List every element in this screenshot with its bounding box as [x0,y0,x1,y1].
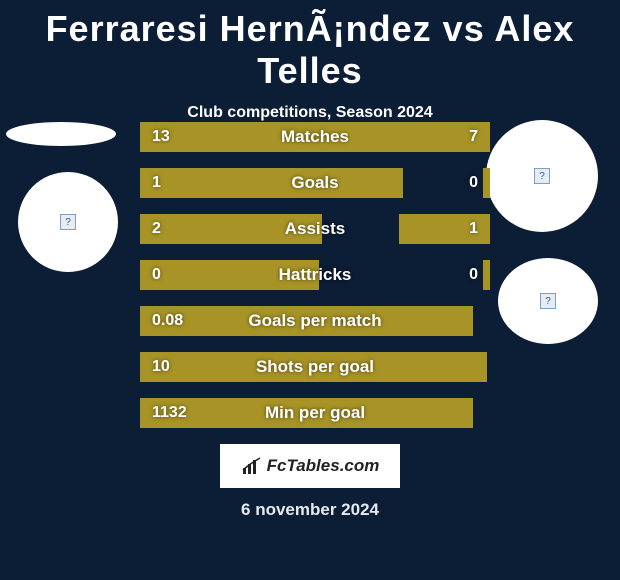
stat-bar: 0.08Goals per match [140,306,490,336]
player-left-badge: ? [18,172,118,272]
bar-label: Min per goal [140,398,490,428]
player-right-badge: ? [498,258,598,344]
image-placeholder-icon: ? [540,293,556,309]
chart-icon [241,456,261,476]
player-right-photo: ? [486,120,598,232]
image-placeholder-icon: ? [534,168,550,184]
bar-label: Goals [140,168,490,198]
brand-logo: FcTables.com [220,444,400,488]
stat-bar: 10Shots per goal [140,352,490,382]
stat-bar: 1132Min per goal [140,398,490,428]
stat-bars: 137Matches 10Goals 21Assists 00Hattricks 0.0… [140,122,490,444]
bar-label: Matches [140,122,490,152]
image-placeholder-icon: ? [60,214,76,230]
bar-label: Shots per goal [140,352,490,382]
stat-bar: 137Matches [140,122,490,152]
player-left-photo-top [6,122,116,146]
stat-bar: 21Assists [140,214,490,244]
page-title: Ferraresi HernÃ¡ndez vs Alex Telles [0,0,620,92]
bar-label: Hattricks [140,260,490,290]
stat-bar: 00Hattricks [140,260,490,290]
brand-text: FcTables.com [267,456,380,476]
date-text: 6 november 2024 [0,500,620,520]
bar-label: Assists [140,214,490,244]
stat-bar: 10Goals [140,168,490,198]
page-subtitle: Club competitions, Season 2024 [0,104,620,122]
bar-label: Goals per match [140,306,490,336]
